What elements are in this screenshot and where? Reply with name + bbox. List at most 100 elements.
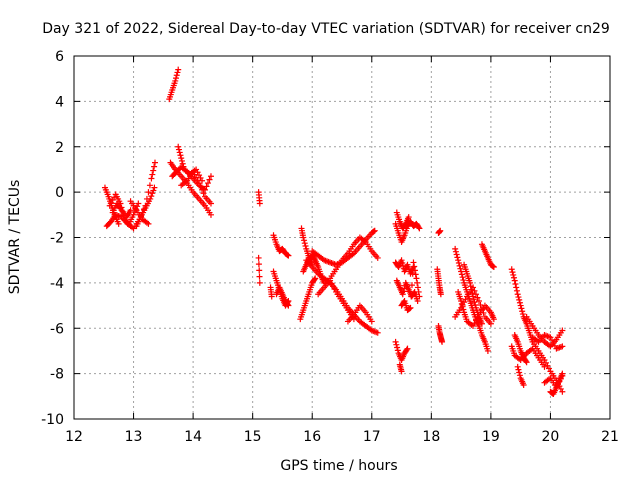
- data-point: [453, 251, 460, 258]
- data-point: [256, 200, 263, 207]
- data-point: [455, 260, 462, 267]
- data-point: [400, 288, 407, 295]
- data-point: [458, 271, 465, 278]
- data-point: [515, 366, 522, 373]
- data-point: [470, 296, 477, 303]
- data-point: [398, 368, 405, 375]
- x-tick-label: 20: [542, 429, 560, 445]
- y-tick-label: -4: [50, 276, 64, 292]
- data-point: [256, 279, 263, 286]
- x-axis-label: GPS time / hours: [280, 458, 397, 474]
- data-point: [414, 284, 421, 291]
- data-point: [148, 193, 155, 200]
- data-point: [300, 234, 307, 241]
- x-tick-label: 12: [65, 429, 83, 445]
- data-point: [255, 261, 262, 268]
- data-point: [178, 157, 185, 164]
- data-point: [513, 287, 520, 294]
- tick-layer: 12 13 14 15 16 17 18 19 20 21 -10 -8 -6 -4 -2 0 2 4 6: [41, 49, 619, 445]
- data-point: [145, 220, 152, 227]
- data-point: [399, 291, 406, 298]
- data-point: [115, 220, 122, 227]
- data-point: [559, 370, 566, 377]
- x-tick-label: 15: [244, 429, 262, 445]
- data-point: [459, 303, 466, 310]
- data-point: [399, 260, 406, 267]
- data-point: [207, 211, 214, 218]
- data-point: [368, 318, 375, 325]
- data-point: [519, 311, 526, 318]
- data-point: [203, 183, 210, 190]
- x-tick-label: 17: [363, 429, 381, 445]
- data-point: [148, 175, 155, 182]
- data-point: [175, 146, 182, 153]
- data-point: [151, 184, 158, 191]
- data-point: [514, 363, 521, 370]
- data-point: [470, 293, 477, 300]
- data-point: [455, 257, 462, 264]
- data-point: [458, 298, 465, 305]
- data-point: [548, 337, 555, 344]
- data-point: [516, 369, 523, 376]
- y-tick-label: 2: [55, 140, 64, 156]
- data-point: [410, 259, 417, 266]
- data-point: [398, 257, 405, 264]
- data-point: [174, 69, 181, 76]
- data-point: [177, 152, 184, 159]
- data-point: [467, 283, 474, 290]
- data-point: [407, 304, 414, 311]
- data-point: [312, 275, 319, 282]
- data-point: [374, 329, 381, 336]
- data-point: [490, 316, 497, 323]
- data-point: [515, 294, 522, 301]
- data-point: [207, 200, 214, 207]
- data-point: [150, 167, 157, 174]
- data-point: [149, 190, 156, 197]
- y-tick-label: 4: [55, 94, 64, 110]
- data-point: [469, 290, 476, 297]
- data-point: [416, 293, 423, 300]
- data-point: [311, 276, 318, 283]
- data-point: [452, 245, 459, 252]
- data-point: [301, 237, 308, 244]
- data-point: [179, 160, 186, 167]
- data-point: [301, 240, 308, 247]
- data-point: [374, 254, 381, 261]
- data-point: [403, 346, 410, 353]
- data-point: [517, 302, 524, 309]
- data-point: [522, 358, 529, 365]
- data-point: [180, 163, 187, 170]
- data-point: [147, 195, 154, 202]
- data-point: [437, 227, 444, 234]
- data-point: [149, 171, 156, 178]
- data-point: [471, 299, 478, 306]
- y-tick-label: 6: [55, 49, 64, 65]
- data-point: [523, 359, 530, 366]
- data-point: [196, 180, 203, 187]
- data-point: [475, 298, 482, 305]
- x-tick-label: 21: [601, 429, 619, 445]
- x-tick-label: 18: [422, 429, 440, 445]
- y-tick-label: -6: [50, 321, 64, 337]
- data-point: [178, 155, 185, 162]
- x-tick-label: 16: [303, 429, 321, 445]
- data-point: [518, 305, 525, 312]
- y-tick-label: -10: [41, 412, 64, 428]
- data-point: [285, 252, 292, 259]
- data-point: [331, 286, 338, 293]
- data-point: [394, 347, 401, 354]
- data-point: [405, 214, 412, 221]
- data-point: [412, 271, 419, 278]
- data-point: [172, 77, 179, 84]
- data-point: [256, 273, 263, 280]
- data-point: [151, 163, 158, 170]
- y-axis-label: SDTVAR / TECUs: [7, 180, 23, 295]
- data-point: [559, 327, 566, 334]
- data-point: [392, 338, 399, 345]
- x-tick-label: 14: [184, 429, 202, 445]
- data-point: [415, 224, 422, 231]
- data-point: [516, 372, 523, 379]
- data-point: [472, 301, 479, 308]
- data-point: [474, 294, 481, 301]
- chart-title: Day 321 of 2022, Sidereal Day-to-day VTE…: [42, 21, 610, 37]
